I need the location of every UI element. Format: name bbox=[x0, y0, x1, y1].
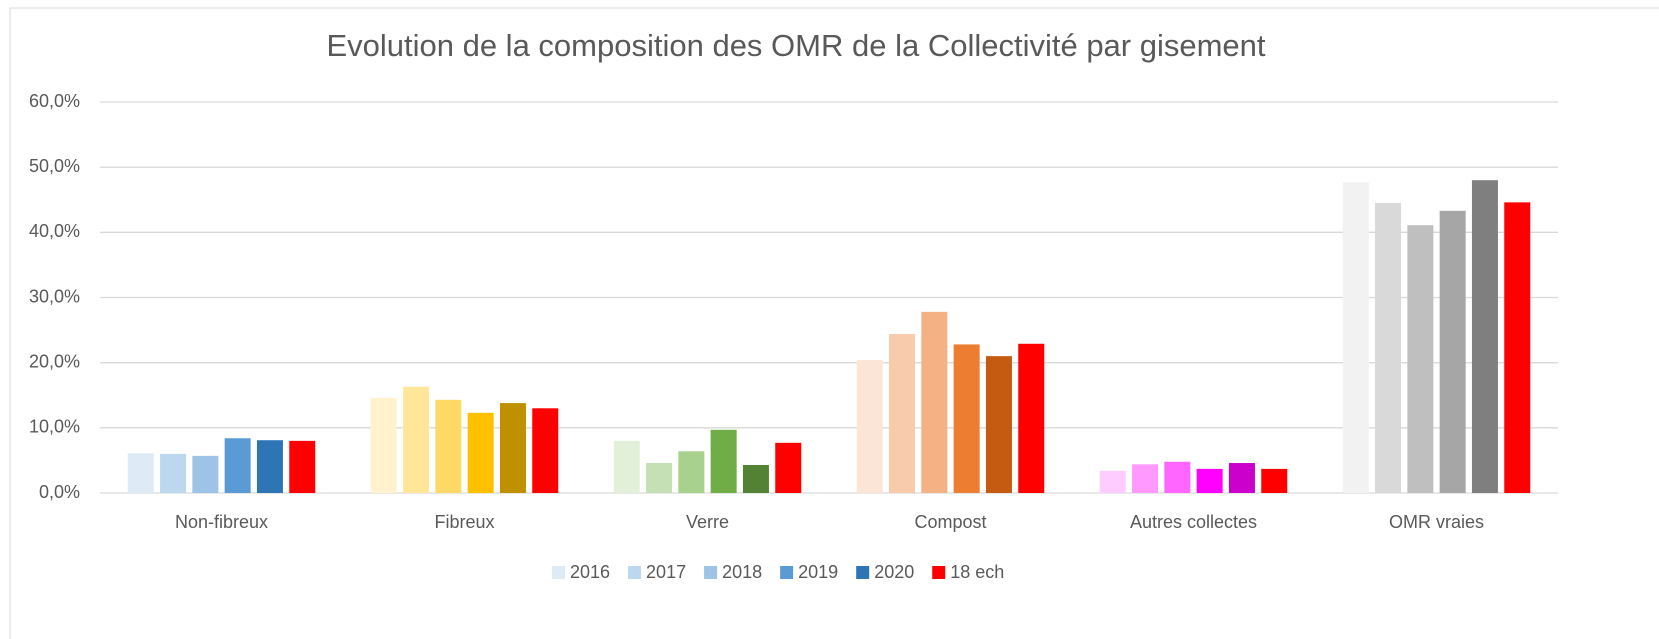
bar bbox=[1196, 468, 1223, 493]
x-tick-label: Fibreux bbox=[434, 512, 494, 532]
bar bbox=[953, 344, 980, 493]
chart-title: Evolution de la composition des OMR de l… bbox=[326, 28, 1265, 63]
bar bbox=[289, 440, 316, 493]
x-tick-label: Verre bbox=[686, 512, 729, 532]
bar bbox=[1439, 210, 1466, 493]
bar bbox=[435, 399, 462, 493]
bar bbox=[889, 333, 916, 493]
bar bbox=[160, 453, 187, 493]
bar bbox=[1407, 225, 1434, 494]
bar bbox=[742, 464, 769, 493]
bar bbox=[678, 451, 705, 493]
legend-label: 2016 bbox=[570, 562, 610, 582]
bar bbox=[370, 397, 397, 493]
legend-swatch bbox=[552, 566, 565, 579]
legend-swatch bbox=[704, 566, 718, 579]
bar bbox=[127, 453, 154, 493]
bar bbox=[499, 403, 526, 493]
y-tick-label: 60,0% bbox=[29, 91, 80, 111]
bar bbox=[1228, 463, 1255, 493]
legend-label: 2017 bbox=[646, 562, 686, 582]
bar bbox=[1471, 180, 1498, 493]
bar bbox=[1164, 461, 1191, 493]
legend-swatch bbox=[628, 566, 642, 579]
bar bbox=[856, 360, 883, 493]
bar bbox=[985, 356, 1012, 493]
bar bbox=[403, 386, 430, 493]
bar bbox=[710, 429, 737, 493]
y-tick-label: 30,0% bbox=[29, 286, 80, 306]
y-tick-label: 50,0% bbox=[29, 156, 80, 176]
bar bbox=[1132, 464, 1159, 493]
x-tick-label: Autres collectes bbox=[1130, 512, 1257, 532]
bar bbox=[921, 311, 948, 493]
legend-label: 2018 bbox=[722, 562, 762, 582]
bar bbox=[467, 412, 494, 493]
bar bbox=[1099, 470, 1126, 493]
bar bbox=[256, 440, 283, 493]
y-tick-label: 10,0% bbox=[29, 417, 80, 437]
bar bbox=[532, 408, 559, 493]
bar bbox=[1375, 203, 1402, 493]
bar bbox=[613, 440, 640, 493]
x-tick-label: OMR vraies bbox=[1389, 512, 1484, 532]
bar bbox=[1018, 343, 1045, 493]
x-tick-label: Non-fibreux bbox=[175, 512, 268, 532]
bar bbox=[192, 455, 219, 493]
y-tick-label: 0,0% bbox=[39, 482, 80, 502]
legend-swatch bbox=[856, 566, 870, 579]
bar bbox=[646, 463, 673, 493]
legend-label: 18 ech bbox=[950, 562, 1004, 582]
legend-swatch bbox=[780, 566, 794, 579]
bar bbox=[1261, 468, 1288, 493]
bar bbox=[224, 438, 251, 493]
bar bbox=[1504, 202, 1531, 493]
y-tick-label: 40,0% bbox=[29, 221, 80, 241]
legend-label: 2019 bbox=[798, 562, 838, 582]
y-tick-label: 20,0% bbox=[29, 351, 80, 371]
legend-label: 2020 bbox=[874, 562, 914, 582]
x-tick-label: Compost bbox=[914, 512, 986, 532]
legend-swatch bbox=[932, 566, 946, 579]
bar bbox=[775, 442, 802, 493]
bar bbox=[1342, 182, 1369, 493]
